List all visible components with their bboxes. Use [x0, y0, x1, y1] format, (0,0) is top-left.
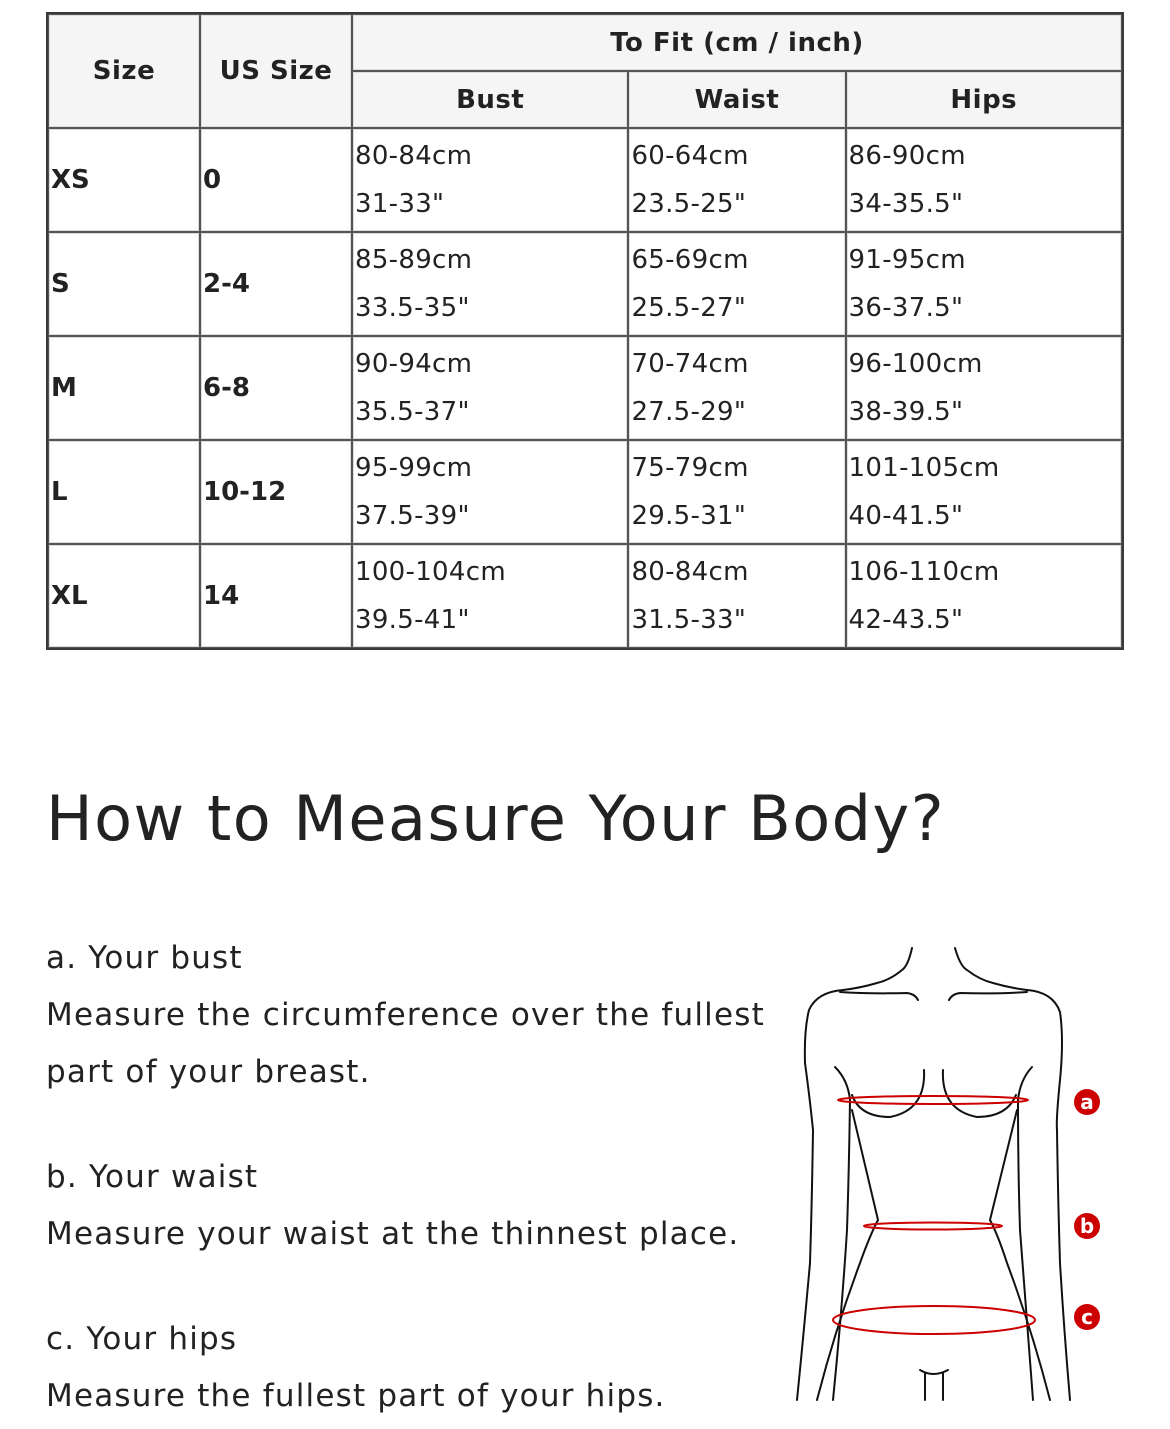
- waist-cell: 75-79cm 29.5-31": [628, 440, 846, 544]
- svg-text:c: c: [1081, 1305, 1093, 1329]
- waist-cell: 80-84cm 31.5-33": [628, 544, 846, 648]
- hips-cm: 101-105cm: [848, 453, 1000, 483]
- table-row: XL 14 100-104cm 39.5-41" 80-84cm 31.5-33" 106-…: [48, 544, 1122, 648]
- hips-line: [832, 1305, 1036, 1335]
- hips-inch: 38-39.5": [848, 397, 964, 427]
- us-size-cell: 6-8: [200, 336, 352, 440]
- size-cell: S: [48, 232, 200, 336]
- bust-cm: 100-104cm: [355, 557, 506, 587]
- header-size: Size: [48, 14, 200, 128]
- waist-cm: 80-84cm: [631, 557, 749, 587]
- waist-text: Measure your waist at the thinnest place…: [46, 1216, 740, 1252]
- bust-cm: 80-84cm: [355, 141, 473, 171]
- hips-cell: 91-95cm 36-37.5": [845, 232, 1122, 336]
- waist-inch: 23.5-25": [631, 189, 747, 219]
- hips-inch: 40-41.5": [848, 501, 964, 531]
- waist-inch: 25.5-27": [631, 293, 747, 323]
- bust-cm: 95-99cm: [355, 453, 473, 483]
- table-row: M 6-8 90-94cm 35.5-37" 70-74cm 27.5-29" 96-100…: [48, 336, 1122, 440]
- size-chart-table: Size US Size To Fit (cm / inch) Bust Wai…: [46, 12, 1124, 650]
- table-row: L 10-12 95-99cm 37.5-39" 75-79cm 29.5-31" 101-…: [48, 440, 1122, 544]
- bust-cell: 80-84cm 31-33": [352, 128, 629, 232]
- bust-inch: 31-33": [355, 189, 445, 219]
- us-size-cell: 2-4: [200, 232, 352, 336]
- bust-line: [837, 1095, 1029, 1105]
- hips-text: Measure the fullest part of your hips.: [46, 1378, 666, 1414]
- header-hips: Hips: [845, 71, 1122, 128]
- hips-cm: 91-95cm: [848, 245, 966, 275]
- svg-text:b: b: [1080, 1214, 1094, 1238]
- waist-inch: 29.5-31": [631, 501, 747, 531]
- hips-cm: 106-110cm: [848, 557, 1000, 587]
- waist-cell: 65-69cm 25.5-27": [628, 232, 846, 336]
- waist-heading: b. Your waist: [46, 1159, 259, 1195]
- waist-inch: 27.5-29": [631, 397, 747, 427]
- size-cell: M: [48, 336, 200, 440]
- label-b-badge: b: [1074, 1213, 1100, 1239]
- us-size-cell: 0: [200, 128, 352, 232]
- waist-cell: 60-64cm 23.5-25": [628, 128, 846, 232]
- body-outline: [796, 947, 1071, 1401]
- table-row: XS 0 80-84cm 31-33" 60-64cm 23.5-25" 86-90cm 34…: [48, 128, 1122, 232]
- waist-inch: 31.5-33": [631, 605, 747, 635]
- us-size-cell: 14: [200, 544, 352, 648]
- bust-inch: 37.5-39": [355, 501, 470, 531]
- bust-text-line1: Measure the circumference over the fulle…: [46, 997, 765, 1033]
- body-measurement-figure: a b c: [796, 947, 1100, 1401]
- bust-heading: a. Your bust: [46, 940, 243, 976]
- header-us-size: US Size: [200, 14, 352, 128]
- hips-inch: 36-37.5": [848, 293, 964, 323]
- size-cell: L: [48, 440, 200, 544]
- hips-cell: 101-105cm 40-41.5": [845, 440, 1122, 544]
- bust-cell: 85-89cm 33.5-35": [352, 232, 629, 336]
- waist-cm: 70-74cm: [631, 349, 749, 379]
- svg-text:a: a: [1080, 1090, 1094, 1114]
- hips-cm: 96-100cm: [848, 349, 983, 379]
- bust-cell: 90-94cm 35.5-37": [352, 336, 629, 440]
- measurement-lines: [832, 1095, 1036, 1335]
- hips-cm: 86-90cm: [848, 141, 966, 171]
- waist-cm: 65-69cm: [631, 245, 749, 275]
- bust-cell: 100-104cm 39.5-41": [352, 544, 629, 648]
- page-title: How to Measure Your Body?: [46, 782, 946, 855]
- hips-inch: 42-43.5": [848, 605, 964, 635]
- label-a-badge: a: [1074, 1089, 1100, 1115]
- bust-cm: 90-94cm: [355, 349, 473, 379]
- measure-instructions: a. Your bust Measure the circumference o…: [46, 930, 766, 1425]
- waist-cell: 70-74cm 27.5-29": [628, 336, 846, 440]
- bust-inch: 35.5-37": [355, 397, 470, 427]
- bust-cm: 85-89cm: [355, 245, 473, 275]
- header-waist: Waist: [628, 71, 846, 128]
- table-row: S 2-4 85-89cm 33.5-35" 65-69cm 25.5-27" 91-95c…: [48, 232, 1122, 336]
- bust-inch: 33.5-35": [355, 293, 470, 323]
- header-to-fit: To Fit (cm / inch): [352, 14, 1122, 71]
- bust-inch: 39.5-41": [355, 605, 470, 635]
- hips-cell: 86-90cm 34-35.5": [845, 128, 1122, 232]
- hips-cell: 96-100cm 38-39.5": [845, 336, 1122, 440]
- label-c-badge: c: [1074, 1304, 1100, 1330]
- bust-text-line2: part of your breast.: [46, 1054, 371, 1090]
- waist-cm: 60-64cm: [631, 141, 749, 171]
- waist-cm: 75-79cm: [631, 453, 749, 483]
- waist-line: [863, 1221, 1003, 1231]
- hips-cell: 106-110cm 42-43.5": [845, 544, 1122, 648]
- hips-heading: c. Your hips: [46, 1321, 238, 1357]
- us-size-cell: 10-12: [200, 440, 352, 544]
- size-cell: XS: [48, 128, 200, 232]
- header-bust: Bust: [352, 71, 629, 128]
- hips-inch: 34-35.5": [848, 189, 964, 219]
- size-cell: XL: [48, 544, 200, 648]
- bust-cell: 95-99cm 37.5-39": [352, 440, 629, 544]
